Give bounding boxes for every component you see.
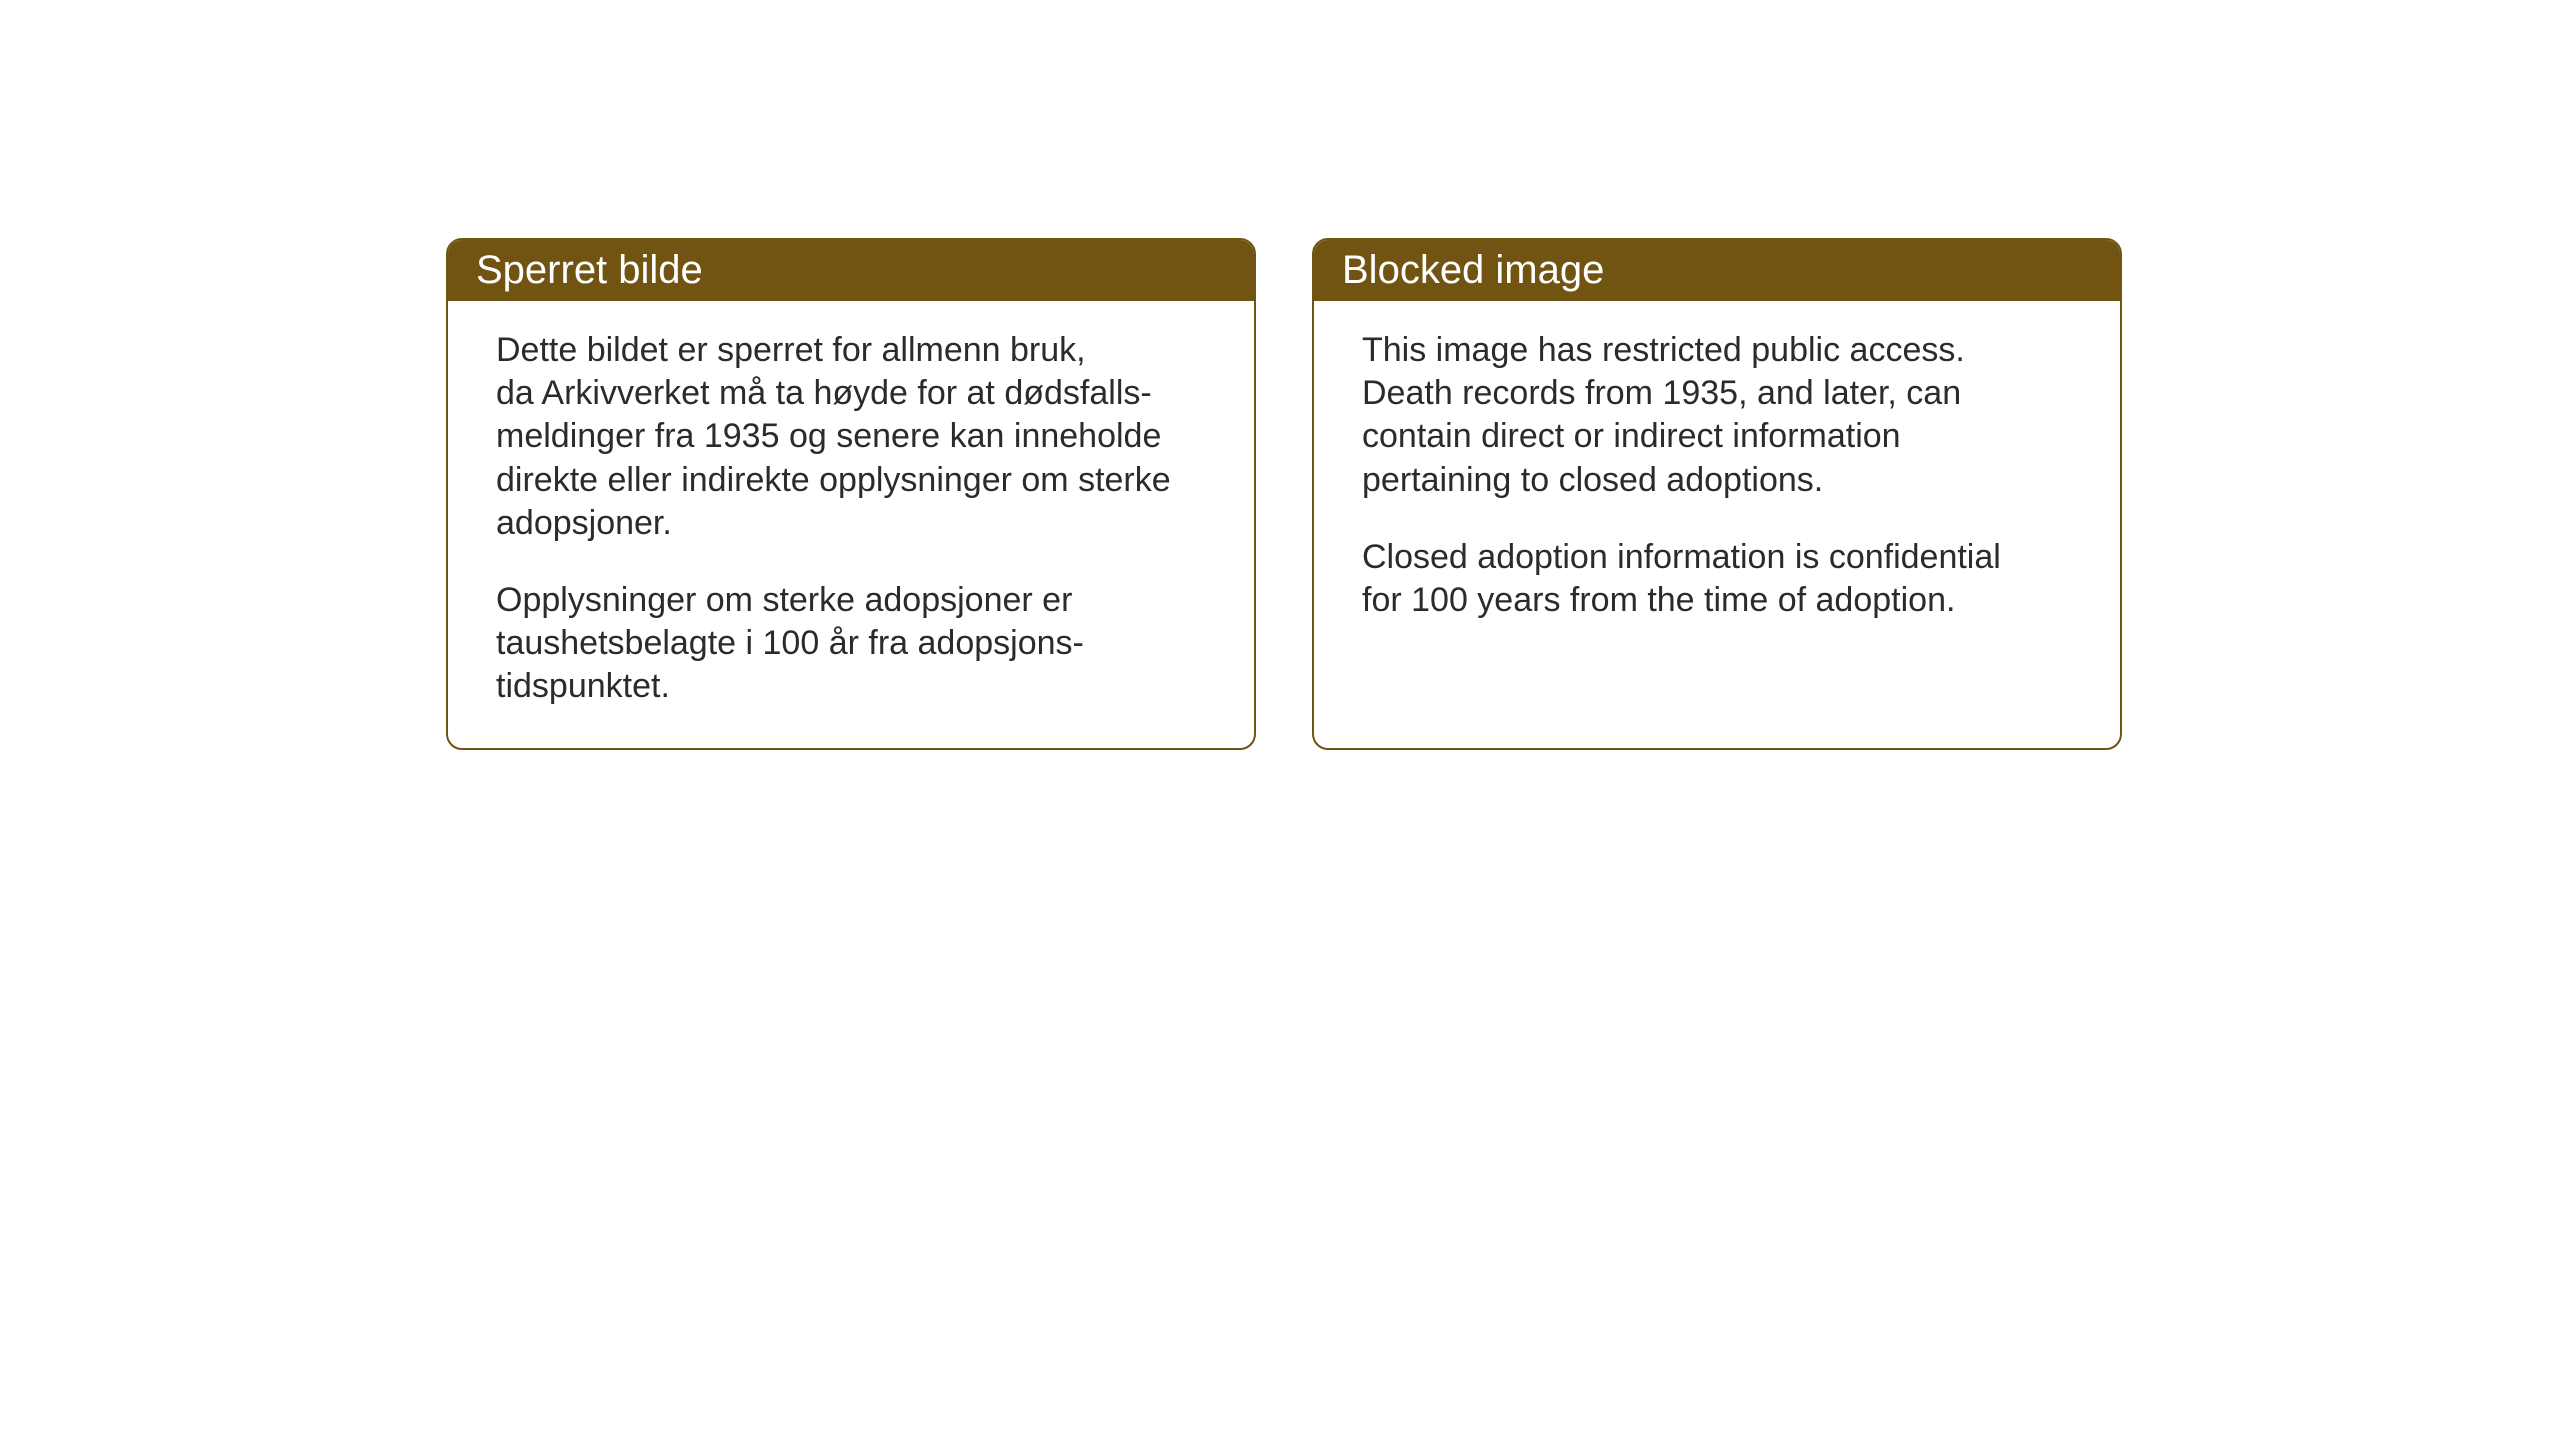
card-body-english: This image has restricted public access.… [1314,301,2120,662]
notice-container: Sperret bilde Dette bildet er sperret fo… [446,238,2122,750]
paragraph-norwegian-2: Opplysninger om sterke adopsjoner ertaus… [496,579,1206,709]
paragraph-norwegian-1: Dette bildet er sperret for allmenn bruk… [496,329,1206,545]
paragraph-english-2: Closed adoption information is confident… [1362,536,2072,622]
notice-card-norwegian: Sperret bilde Dette bildet er sperret fo… [446,238,1256,750]
card-body-norwegian: Dette bildet er sperret for allmenn bruk… [448,301,1254,748]
card-title-norwegian: Sperret bilde [448,240,1254,301]
paragraph-english-1: This image has restricted public access.… [1362,329,2072,502]
card-title-english: Blocked image [1314,240,2120,301]
notice-card-english: Blocked image This image has restricted … [1312,238,2122,750]
